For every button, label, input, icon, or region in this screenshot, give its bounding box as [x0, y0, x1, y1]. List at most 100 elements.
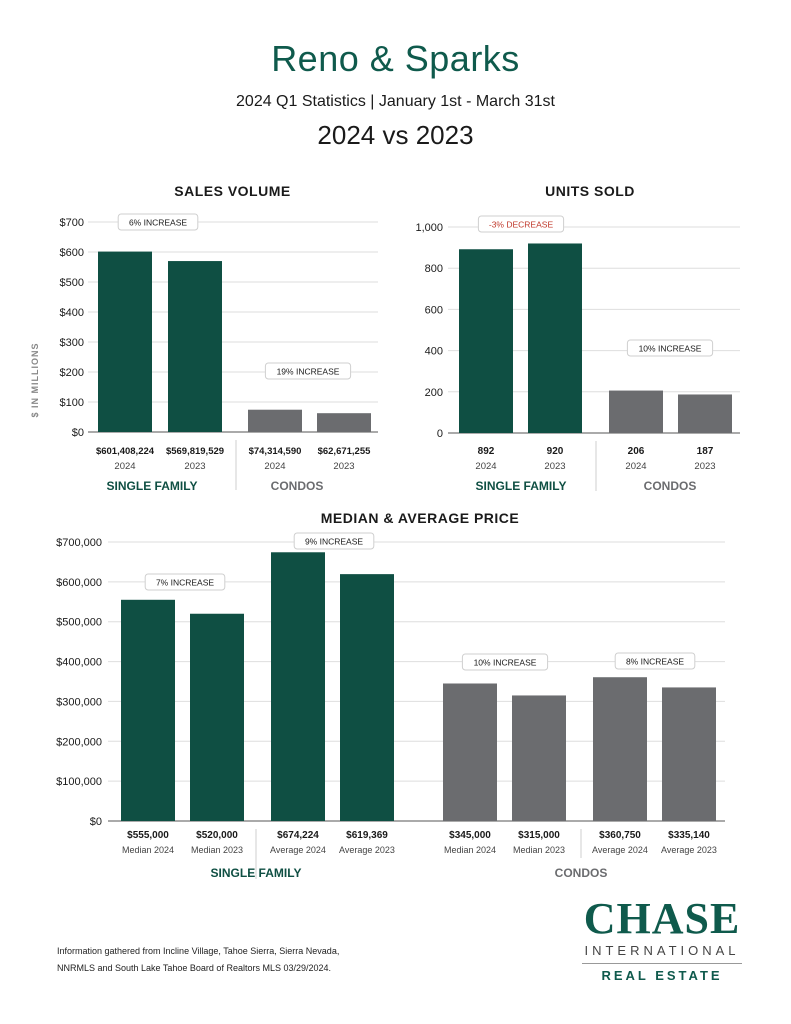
bar-category-label: 2024 [625, 461, 646, 472]
bar-value-label: 920 [547, 446, 564, 457]
change-badge: 10% INCREASE [639, 344, 702, 354]
bar-value-label: $335,140 [668, 830, 710, 841]
change-badge-box [117, 213, 199, 231]
comparison-heading: 2024 vs 2023 [317, 120, 474, 150]
bar [678, 394, 732, 433]
chart-title-units-sold: UNITS SOLD [545, 183, 635, 199]
bar-value-label: $601,408,224 [96, 446, 155, 457]
chart-title-sales-volume: SALES VOLUME [174, 183, 291, 199]
bar-category-label: 2024 [475, 461, 496, 472]
change-badge: 19% INCREASE [277, 367, 340, 377]
bar-category-label: Median 2024 [122, 845, 174, 855]
group-label: SINGLE FAMILY [476, 479, 567, 493]
bar [190, 613, 244, 821]
change-badge-box [461, 653, 549, 671]
y-tick-label: $0 [72, 427, 84, 439]
bar-value-label: 892 [478, 446, 495, 457]
bar [662, 687, 716, 821]
y-tick-label: $200,000 [56, 736, 102, 748]
bar-category-label: 2023 [184, 461, 205, 472]
bar [271, 552, 325, 821]
logo-tagline: REAL ESTATE [601, 968, 723, 983]
y-axis-label: $ IN MILLIONS [30, 342, 40, 417]
change-badge: -3% DECREASE [489, 220, 554, 230]
y-tick-label: 400 [425, 346, 443, 358]
chart-title-median-average-price: MEDIAN & AVERAGE PRICE [320, 510, 520, 526]
bar [443, 683, 497, 821]
bar-category-label: Average 2023 [661, 845, 717, 855]
y-tick-label: $600 [60, 247, 84, 259]
footnote-line-1: Information gathered from Incline Villag… [57, 946, 340, 956]
y-tick-label: $500,000 [56, 617, 102, 629]
bar-value-label: $619,369 [346, 830, 388, 841]
y-tick-label: 600 [425, 304, 443, 316]
bar [98, 251, 152, 432]
bar-value-label: 206 [628, 446, 645, 457]
bar-category-label: Median 2023 [191, 845, 243, 855]
bar-category-label: Median 2023 [513, 845, 565, 855]
footnote-line-2: NNRMLS and South Lake Tahoe Board of Rea… [57, 963, 332, 973]
y-tick-label: 0 [437, 428, 443, 440]
y-tick-label: $300,000 [56, 696, 102, 708]
change-badge: 9% INCREASE [305, 537, 363, 547]
group-label: CONDOS [644, 479, 697, 493]
bar-category-label: 2024 [264, 461, 285, 472]
bar [340, 574, 394, 821]
bar-category-label: 2023 [544, 461, 565, 472]
y-tick-label: 200 [425, 387, 443, 399]
bar [593, 677, 647, 821]
y-tick-label: $500 [60, 277, 84, 289]
change-badge: 7% INCREASE [156, 578, 214, 588]
change-badge-box [614, 652, 696, 670]
y-tick-label: $100 [60, 397, 84, 409]
bar-category-label: Average 2023 [339, 845, 395, 855]
change-badge-box [264, 362, 352, 380]
bar-category-label: Average 2024 [270, 845, 326, 855]
bar [512, 695, 566, 821]
bar [609, 390, 663, 433]
bar [459, 249, 513, 433]
bar [248, 409, 302, 432]
bar-category-label: 2023 [333, 461, 354, 472]
logo-divider [582, 963, 742, 964]
logo-subtitle: INTERNATIONAL [584, 943, 740, 958]
y-tick-label: $300 [60, 337, 84, 349]
page-subtitle: 2024 Q1 Statistics | January 1st - March… [236, 93, 555, 110]
y-tick-label: $700,000 [56, 537, 102, 549]
bar-value-label: $360,750 [599, 830, 641, 841]
bar-value-label: $315,000 [518, 830, 560, 841]
y-tick-label: 1,000 [415, 222, 443, 234]
y-tick-label: $400 [60, 307, 84, 319]
bar-value-label: $62,671,255 [318, 446, 372, 457]
y-tick-label: $0 [90, 816, 102, 828]
bar [168, 261, 222, 432]
y-tick-label: $100,000 [56, 776, 102, 788]
bar-value-label: $74,314,590 [249, 446, 302, 457]
bar-category-label: 2023 [694, 461, 715, 472]
bar-category-label: Median 2024 [444, 845, 496, 855]
y-tick-label: $400,000 [56, 657, 102, 669]
change-badge-box [293, 532, 375, 550]
change-badge: 8% INCREASE [626, 657, 684, 667]
bar-value-label: 187 [697, 446, 714, 457]
bar [121, 599, 175, 821]
bar-category-label: 2024 [114, 461, 135, 472]
y-tick-label: $200 [60, 367, 84, 379]
group-label: CONDOS [555, 866, 608, 880]
change-badge-box [626, 339, 714, 357]
page-title: Reno & Sparks [271, 38, 520, 79]
y-tick-label: 800 [425, 263, 443, 275]
bar-value-label: $555,000 [127, 830, 169, 841]
bar [317, 413, 371, 432]
group-label: CONDOS [271, 479, 324, 493]
bar [528, 243, 582, 433]
bar-value-label: $520,000 [196, 830, 238, 841]
y-tick-label: $700 [60, 217, 84, 229]
bar-value-label: $345,000 [449, 830, 491, 841]
change-badge-box [477, 215, 565, 233]
group-label: SINGLE FAMILY [107, 479, 198, 493]
change-badge-box [144, 573, 226, 591]
bar-value-label: $674,224 [277, 830, 319, 841]
change-badge: 6% INCREASE [129, 218, 187, 228]
change-badge: 10% INCREASE [474, 658, 537, 668]
